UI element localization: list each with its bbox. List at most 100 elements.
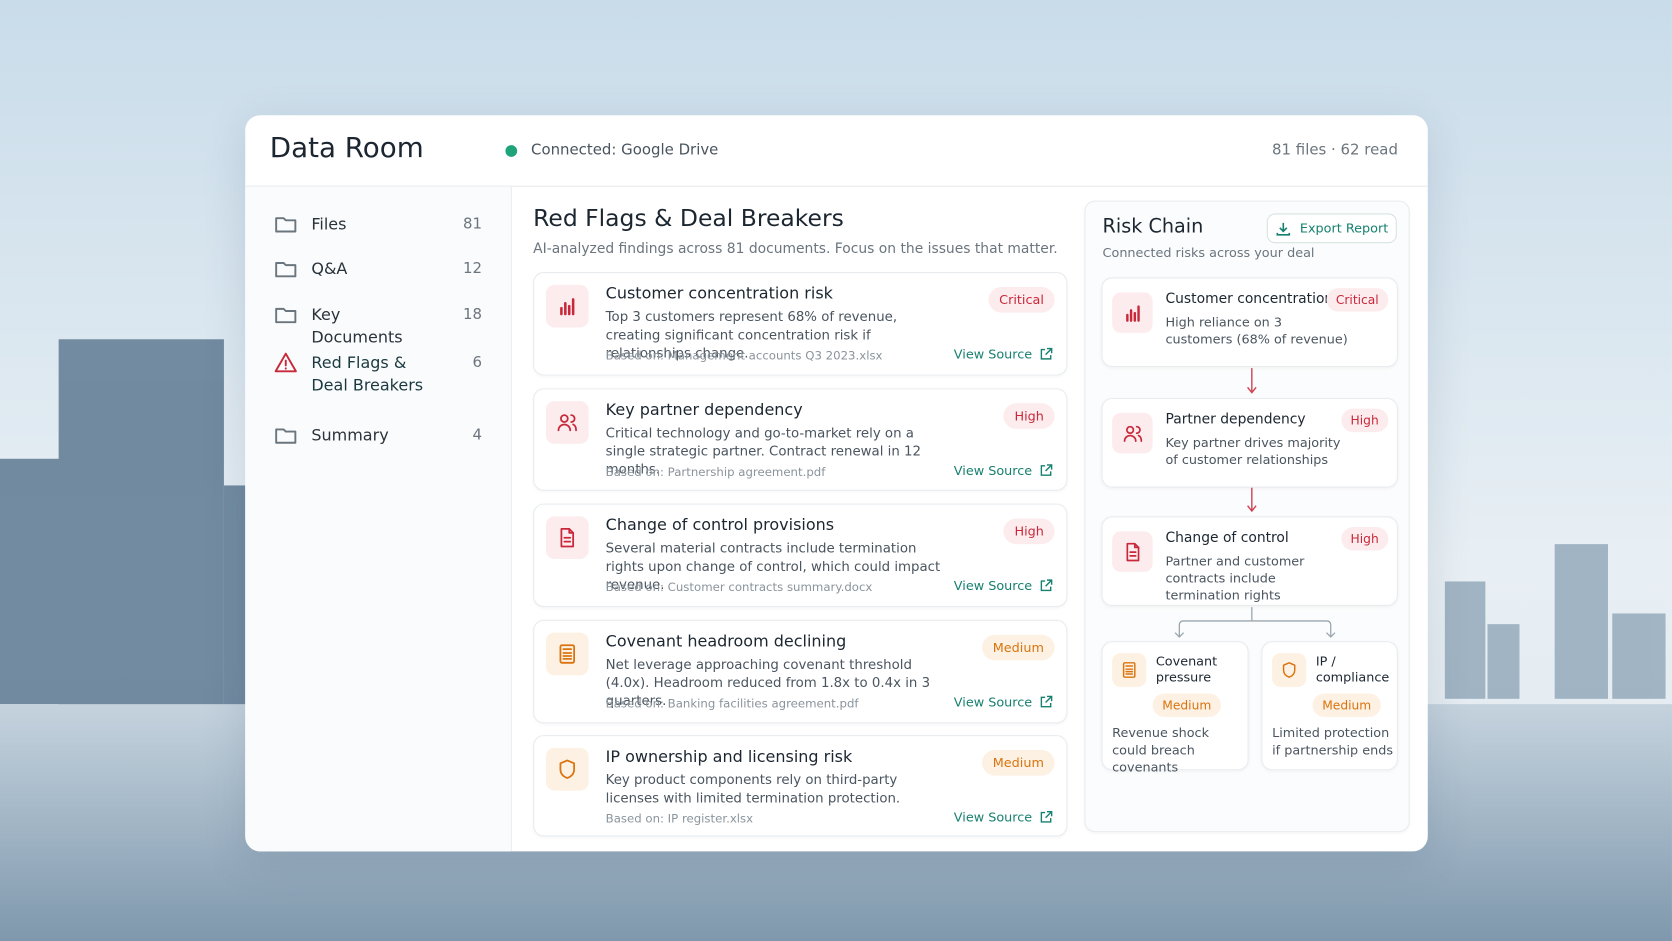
icon: [1282, 662, 1296, 678]
icon: [557, 414, 577, 432]
view-source-link[interactable]: View Source: [954, 347, 1054, 362]
icon: [275, 307, 297, 324]
file-stats: 81 files · 62 read: [1272, 142, 1398, 159]
icon: [1125, 542, 1139, 561]
view-source-link[interactable]: View Source: [953, 694, 1054, 710]
section-subtitle: AI-analyzed findings across 81 documents…: [533, 241, 1058, 258]
node-description: Partner and customer contracts include t…: [1165, 553, 1305, 603]
severity-badge: High: [1340, 527, 1389, 551]
severity-badge: Critical: [1326, 288, 1389, 312]
icon: [559, 759, 575, 779]
node-icon: [1112, 531, 1153, 572]
finding-title: Customer concentration risk: [605, 283, 833, 303]
nav-label: Q&A: [311, 259, 348, 279]
app-title: Data Room: [269, 132, 424, 165]
node-description: High reliance on 3 customers (68% of rev…: [1165, 314, 1348, 347]
severity-badge: Medium: [982, 634, 1055, 661]
finding-title: Change of control provisions: [605, 515, 835, 535]
finding-source: Based on: Partnership agreement.pdf: [605, 465, 826, 480]
export-button[interactable]: Export Report: [1266, 213, 1397, 244]
view-source-label: View Source: [953, 809, 1033, 825]
node-title: Partner dependency: [1165, 411, 1306, 428]
nav-count: 12: [462, 260, 482, 278]
finding-icon: [545, 747, 589, 791]
sidebar-divider: [510, 186, 512, 852]
node-title: Change of control: [1165, 530, 1289, 547]
nav-label: Key Documents: [311, 305, 403, 347]
nav-icon: [273, 211, 299, 237]
finding-source: Based on: Customer contracts summary.doc…: [605, 580, 873, 595]
nav-label: Summary: [311, 425, 389, 445]
view-source-link[interactable]: View Source: [954, 810, 1054, 825]
finding-card: [533, 388, 1068, 491]
risk-chain-title: Risk Chain: [1102, 215, 1204, 238]
finding-source: Based on: Management accounts Q3 2023.xl…: [605, 348, 883, 363]
nav-label: Files: [311, 214, 347, 234]
severity-badge: High: [1003, 403, 1055, 429]
view-source-label: View Source: [953, 346, 1033, 362]
external-link-icon: [1040, 579, 1053, 592]
header-divider: [245, 185, 1428, 187]
node-icon: [1112, 412, 1153, 454]
finding-card: [533, 735, 1068, 837]
finding-card: [533, 503, 1068, 608]
icon: [275, 262, 297, 278]
branch-description: Revenue shock could breach covenants: [1112, 725, 1210, 775]
file-count: 81 files: [1272, 141, 1327, 159]
finding-description: Critical technology and go-to-market rel…: [605, 424, 922, 477]
finding-title: IP ownership and licensing risk: [605, 746, 853, 767]
icon: [559, 644, 575, 664]
view-source-link[interactable]: View Source: [954, 578, 1054, 593]
severity-badge: Medium: [1312, 693, 1381, 717]
view-source-label: View Source: [953, 694, 1033, 710]
finding-card: [533, 619, 1068, 724]
external-link-icon: [1040, 347, 1053, 360]
branch-icon: [1272, 652, 1307, 688]
nav-count: 6: [472, 354, 482, 372]
finding-icon: [545, 516, 589, 560]
nav-icon: [273, 350, 299, 376]
finding-description: Key product components rely on third-par…: [605, 771, 901, 806]
connection-status: Connected: Google Drive: [531, 141, 719, 159]
severity-badge: High: [1340, 408, 1389, 433]
icon: [274, 352, 297, 373]
nav-icon: [273, 302, 299, 328]
finding-title: Covenant headroom declining: [605, 631, 847, 651]
icon: [275, 428, 297, 444]
external-link-icon: [1040, 464, 1053, 476]
finding-source: Based on: IP register.xlsx: [605, 811, 754, 826]
icon: [1123, 425, 1142, 442]
external-link-icon: [1040, 695, 1053, 708]
read-count: 62 read: [1340, 141, 1398, 159]
nav-label: Red Flags & Deal Breakers: [311, 353, 424, 395]
sidebar: [245, 186, 511, 852]
finding-description: Several material contracts include termi…: [605, 539, 941, 593]
finding-icon: [545, 632, 589, 676]
view-source-label: View Source: [953, 578, 1033, 594]
nav-count: 4: [472, 426, 482, 444]
node-icon: [1112, 292, 1153, 333]
export-label: Export Report: [1299, 220, 1389, 236]
view-source-link[interactable]: View Source: [954, 463, 1054, 478]
icon: [1122, 662, 1136, 678]
node-title: Customer concentration: [1165, 291, 1334, 308]
finding-title: Key partner dependency: [605, 400, 803, 420]
icon: [275, 217, 297, 233]
severity-badge: High: [1003, 518, 1055, 545]
separator: ·: [1326, 141, 1341, 159]
branch-icon: [1112, 652, 1147, 688]
finding-icon: [545, 284, 589, 328]
severity-badge: Medium: [982, 750, 1055, 776]
branch-description: Limited protection if partnership ends: [1272, 725, 1394, 758]
branch-title: IP / compliance: [1315, 654, 1390, 685]
nav-count: 81: [462, 215, 482, 233]
external-link-icon: [1040, 810, 1053, 823]
finding-icon: [545, 401, 589, 444]
icon: [560, 528, 575, 548]
icon: [560, 298, 575, 316]
icon: [1125, 304, 1140, 322]
finding-card: [533, 272, 1068, 376]
